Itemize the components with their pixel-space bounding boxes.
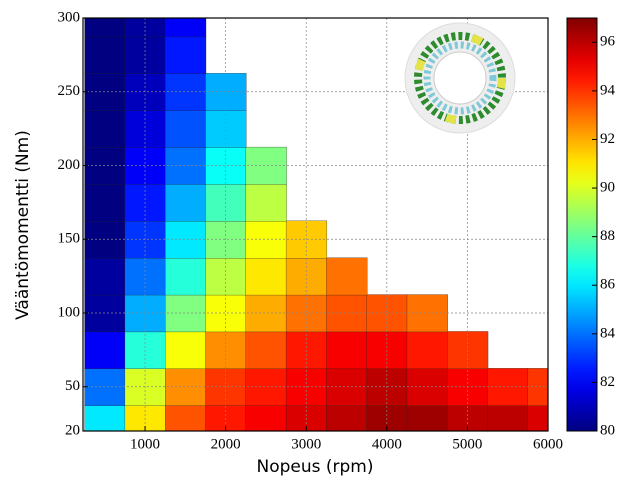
cell [165, 405, 207, 431]
colorbar-tick-label: 90 [600, 179, 615, 195]
y-tick-label: 200 [58, 157, 81, 173]
cell [245, 405, 287, 431]
x-axis-label: Nopeus (rpm) [256, 457, 373, 477]
y-tick-label: 250 [58, 83, 81, 99]
cell [165, 257, 207, 296]
x-tick-label: 1000 [130, 436, 160, 452]
cell [124, 110, 166, 148]
x-tick-label: 6000 [533, 436, 563, 452]
cell [165, 331, 207, 369]
colorbar-tick-label: 80 [600, 422, 615, 438]
colorbar-tick-label: 84 [600, 325, 616, 341]
cell [406, 405, 448, 431]
colorbar-tick-label: 96 [600, 34, 616, 50]
cell [487, 405, 529, 431]
cell [165, 110, 207, 148]
cell [165, 183, 207, 222]
colorbar-tick-label: 86 [600, 277, 616, 293]
cell [84, 405, 126, 431]
cell [165, 36, 207, 74]
cell [205, 110, 247, 148]
cell [527, 405, 548, 431]
cell [326, 257, 368, 296]
y-tick-label: 100 [58, 304, 81, 320]
cell [326, 405, 368, 431]
cell [84, 110, 126, 148]
x-tick-label: 5000 [452, 436, 482, 452]
x-tick-label: 3000 [291, 436, 321, 452]
x-tick-label: 2000 [211, 436, 241, 452]
cell [84, 36, 126, 74]
cell [84, 257, 126, 296]
plot-frame [82, 17, 549, 432]
colorbar-tick-label: 88 [600, 228, 615, 244]
cell [245, 183, 287, 222]
colorbar [566, 17, 598, 432]
y-tick-label: 50 [65, 378, 80, 394]
cell [84, 331, 126, 369]
colorbar-tick-label: 82 [600, 374, 615, 390]
cell [326, 331, 368, 369]
y-tick-label: 300 [58, 9, 81, 25]
cell [245, 331, 287, 369]
cell [406, 331, 448, 369]
motor-illustration [404, 22, 516, 134]
y-axis-label: Vääntömomentti (Nm) [13, 130, 33, 320]
x-tick-label: 4000 [372, 436, 402, 452]
cell [84, 183, 126, 222]
colorbar-tick-label: 94 [600, 82, 616, 98]
cell [245, 257, 287, 296]
y-tick-label: 150 [58, 231, 81, 247]
y-tick-label: 20 [65, 422, 80, 438]
colorbar-tick-label: 92 [600, 131, 615, 147]
